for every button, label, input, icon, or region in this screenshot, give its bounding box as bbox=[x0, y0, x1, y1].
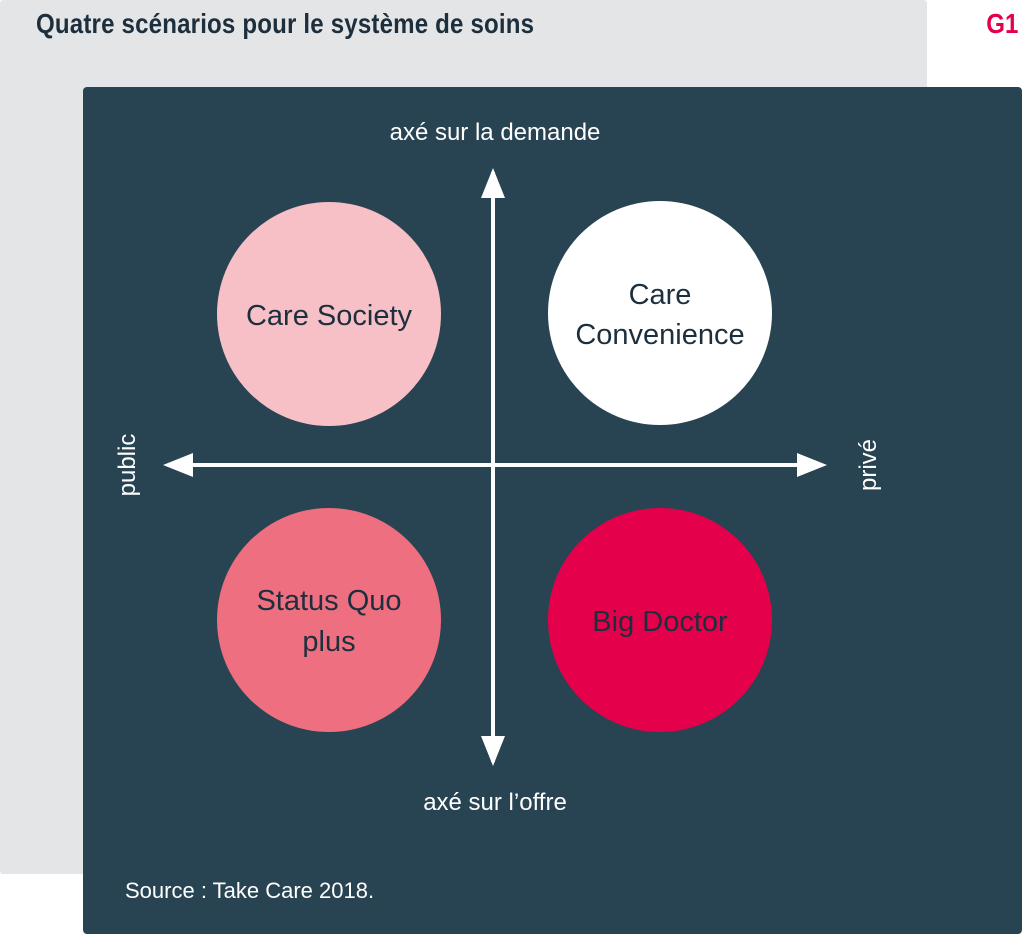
scenario-label-line-2: plus bbox=[302, 626, 355, 658]
axis-label-bottom: axé sur l’offre bbox=[423, 789, 567, 816]
arrow-up-icon bbox=[481, 168, 505, 198]
diagram-panel bbox=[83, 87, 1022, 934]
source-note: Source : Take Care 2018. bbox=[125, 878, 375, 903]
scenario-label: Big Doctor bbox=[592, 606, 728, 638]
scenario-bubble bbox=[217, 202, 441, 426]
arrow-right-icon bbox=[797, 453, 827, 477]
scenario-bubble bbox=[548, 201, 772, 425]
axis-label-right: privé bbox=[855, 439, 882, 491]
scenario-label-line-2: Convenience bbox=[575, 319, 744, 351]
scenario-status-quo-plus: Status Quo plus bbox=[217, 508, 441, 732]
page-title: Quatre scénarios pour le système de soin… bbox=[36, 8, 535, 39]
arrow-down-icon bbox=[481, 736, 505, 766]
scenario-bubble bbox=[548, 508, 772, 732]
scenario-care-convenience: Care Convenience bbox=[548, 201, 772, 425]
axis-label-left: public bbox=[114, 434, 141, 497]
scenario-label: Care Society bbox=[246, 300, 413, 332]
axis-label-top: axé sur la demande bbox=[390, 119, 601, 146]
scenario-label-line-1: Care bbox=[629, 279, 692, 311]
figure-label: G1 bbox=[985, 8, 1018, 39]
arrow-left-icon bbox=[163, 453, 193, 477]
scenario-big-doctor: Big Doctor bbox=[548, 508, 772, 732]
scenario-label-line-1: Status Quo bbox=[256, 585, 401, 617]
scenario-bubble bbox=[217, 508, 441, 732]
scenario-care-society: Care Society bbox=[217, 202, 441, 426]
